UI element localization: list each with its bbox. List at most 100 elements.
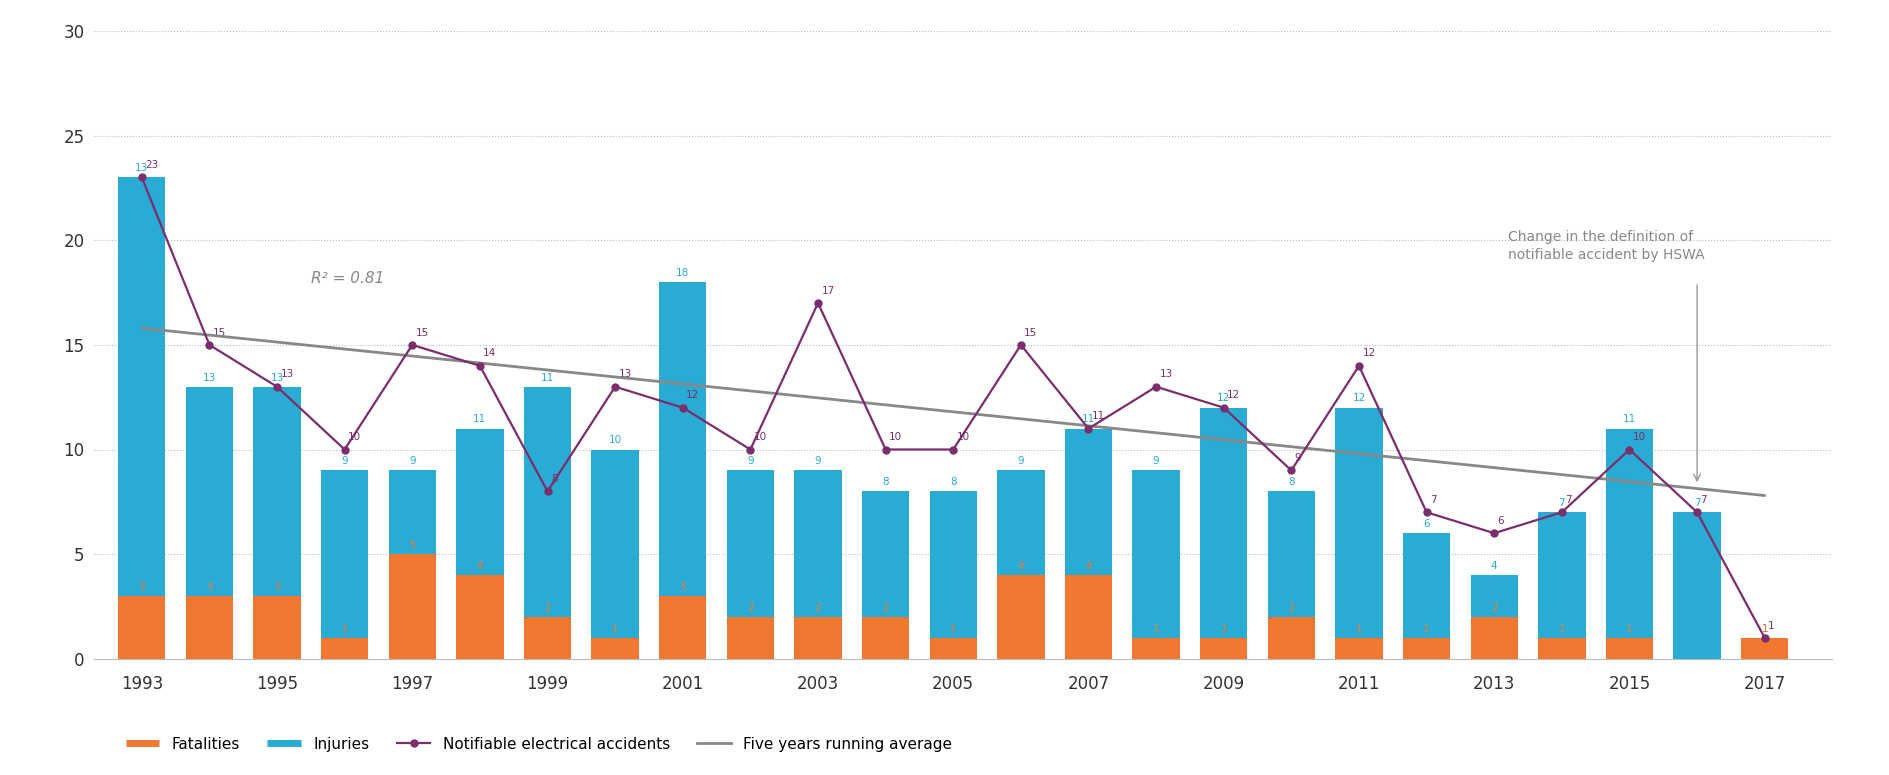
- Bar: [185, 387, 232, 659]
- Bar: [1470, 617, 1519, 659]
- Bar: [523, 617, 570, 659]
- Bar: [1538, 512, 1585, 659]
- Text: 10: 10: [608, 436, 621, 446]
- Text: 4: 4: [476, 561, 484, 571]
- Text: 17: 17: [822, 286, 835, 296]
- Bar: [929, 638, 977, 659]
- Bar: [1336, 638, 1383, 659]
- Text: 2: 2: [1490, 603, 1498, 613]
- Bar: [1268, 617, 1315, 659]
- Legend: Fatalities, Injuries, Notifiable electrical accidents, Five years running averag: Fatalities, Injuries, Notifiable electri…: [119, 731, 958, 758]
- Text: 11: 11: [1623, 415, 1636, 425]
- Bar: [795, 617, 842, 659]
- Bar: [1132, 638, 1181, 659]
- Text: 11: 11: [1082, 415, 1096, 425]
- Text: 1: 1: [1356, 624, 1362, 634]
- Bar: [1742, 638, 1789, 659]
- Bar: [659, 596, 706, 659]
- Text: 13: 13: [618, 370, 631, 380]
- Text: 6: 6: [1498, 516, 1504, 526]
- Text: 7: 7: [1558, 498, 1566, 508]
- Text: 12: 12: [1228, 391, 1241, 401]
- Text: 14: 14: [484, 349, 497, 359]
- Text: 7: 7: [1694, 498, 1700, 508]
- Bar: [1268, 491, 1315, 659]
- Bar: [1674, 512, 1721, 659]
- Text: 15: 15: [213, 328, 227, 338]
- Text: 1: 1: [1152, 624, 1160, 634]
- Bar: [727, 470, 774, 659]
- Bar: [1606, 429, 1653, 659]
- Bar: [389, 470, 436, 659]
- Text: 1: 1: [1761, 624, 1768, 634]
- Text: 15: 15: [1024, 328, 1037, 338]
- Text: 10: 10: [956, 432, 969, 443]
- Text: 5: 5: [408, 540, 416, 550]
- Text: 1: 1: [1626, 624, 1632, 634]
- Text: 1: 1: [342, 624, 348, 634]
- Text: 13: 13: [202, 373, 215, 383]
- Text: 2: 2: [882, 603, 890, 613]
- Text: 2: 2: [746, 603, 754, 613]
- Bar: [1065, 429, 1113, 659]
- Text: 1: 1: [1422, 624, 1430, 634]
- Text: 18: 18: [676, 268, 689, 278]
- Bar: [457, 429, 504, 659]
- Bar: [523, 387, 570, 659]
- Text: 9: 9: [1152, 456, 1160, 467]
- Bar: [119, 177, 166, 659]
- Text: 12: 12: [1217, 394, 1230, 404]
- Text: 2: 2: [1288, 603, 1294, 613]
- Text: 1: 1: [1768, 621, 1774, 631]
- Bar: [1538, 638, 1585, 659]
- Text: 10: 10: [754, 432, 767, 443]
- Bar: [1470, 575, 1519, 659]
- Bar: [1742, 638, 1789, 659]
- Text: 8: 8: [552, 474, 557, 484]
- Bar: [997, 575, 1045, 659]
- Text: 9: 9: [342, 456, 348, 467]
- Bar: [1404, 533, 1451, 659]
- Bar: [389, 554, 436, 659]
- Bar: [997, 470, 1045, 659]
- Bar: [1404, 638, 1451, 659]
- Bar: [185, 596, 232, 659]
- Bar: [659, 282, 706, 659]
- Bar: [253, 596, 300, 659]
- Text: 3: 3: [680, 582, 686, 592]
- Text: 3: 3: [138, 582, 145, 592]
- Text: 9: 9: [746, 456, 754, 467]
- Text: 10: 10: [890, 432, 903, 443]
- Bar: [321, 470, 368, 659]
- Text: 2: 2: [544, 603, 552, 613]
- Text: 13: 13: [1160, 370, 1173, 380]
- Text: 1: 1: [1558, 624, 1566, 634]
- Bar: [1200, 638, 1247, 659]
- Bar: [119, 596, 166, 659]
- Bar: [1336, 408, 1383, 659]
- Text: 8: 8: [1288, 477, 1294, 487]
- Bar: [591, 638, 638, 659]
- Bar: [321, 638, 368, 659]
- Text: 12: 12: [1353, 394, 1366, 404]
- Text: 3: 3: [274, 582, 280, 592]
- Text: 9: 9: [408, 456, 416, 467]
- Bar: [457, 575, 504, 659]
- Bar: [727, 617, 774, 659]
- Text: 13: 13: [136, 164, 149, 174]
- Bar: [591, 449, 638, 659]
- Text: 12: 12: [686, 391, 699, 401]
- Bar: [1200, 408, 1247, 659]
- Text: 4: 4: [1490, 561, 1498, 571]
- Bar: [1065, 575, 1113, 659]
- Text: 8: 8: [950, 477, 956, 487]
- Text: 13: 13: [270, 373, 283, 383]
- Text: 9: 9: [1018, 456, 1024, 467]
- Text: 10: 10: [348, 432, 361, 443]
- Text: 8: 8: [882, 477, 890, 487]
- Text: 13: 13: [280, 370, 293, 380]
- Text: Change in the definition of
notifiable accident by HSWA: Change in the definition of notifiable a…: [1507, 229, 1704, 262]
- Bar: [861, 491, 909, 659]
- Text: 12: 12: [1362, 349, 1375, 359]
- Bar: [1606, 638, 1653, 659]
